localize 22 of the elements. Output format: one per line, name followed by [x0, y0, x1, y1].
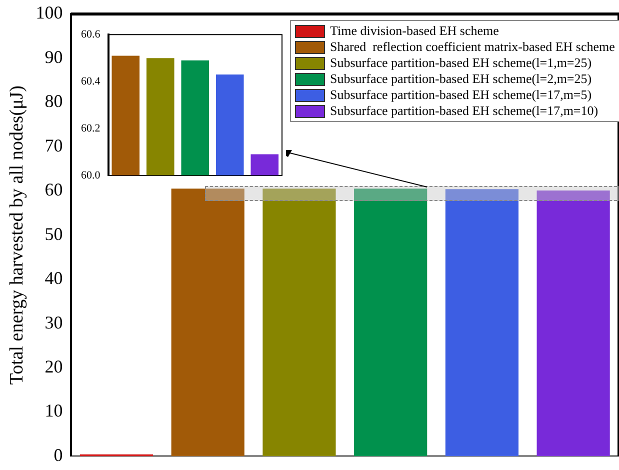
y-tick-label: 100 — [36, 2, 63, 23]
legend-label: Subsurface partition-based EH scheme(l=17,m=10) — [330, 103, 598, 119]
y-tick-label: 60.2 — [81, 122, 100, 134]
legend-label: Subsurface partition-based EH scheme(l=2,m=25) — [330, 71, 592, 87]
legend-label: Shared reflection coefficient matrix-based EH scheme — [330, 39, 615, 55]
y-tick-label: 70 — [44, 135, 63, 156]
y-tick-label: 90 — [44, 46, 63, 67]
legend-label: Subsurface partition-based EH scheme(l=17,m=5) — [330, 87, 592, 103]
legend-label: Subsurface partition-based EH scheme(l=1,m=25) — [330, 55, 592, 71]
y-tick-label: 30 — [44, 312, 63, 332]
y-tick-label: 40 — [44, 268, 63, 288]
y-axis-title: Total energy harvested by all nodes(μJ) — [6, 85, 28, 385]
y-tick-label: 60.6 — [81, 28, 101, 40]
y-tick-label: 0 — [54, 444, 63, 465]
y-tick-label: 80 — [44, 91, 63, 112]
y-tick-label: 20 — [44, 356, 63, 376]
y-tick-label: 60.0 — [81, 169, 101, 182]
y-tick-label: 10 — [44, 400, 63, 421]
y-tick-label: 50 — [44, 224, 63, 244]
y-tick-label: 60 — [44, 180, 63, 200]
y-tick-label: 60.4 — [81, 75, 101, 88]
legend-label: Time division-based EH scheme — [330, 23, 499, 39]
